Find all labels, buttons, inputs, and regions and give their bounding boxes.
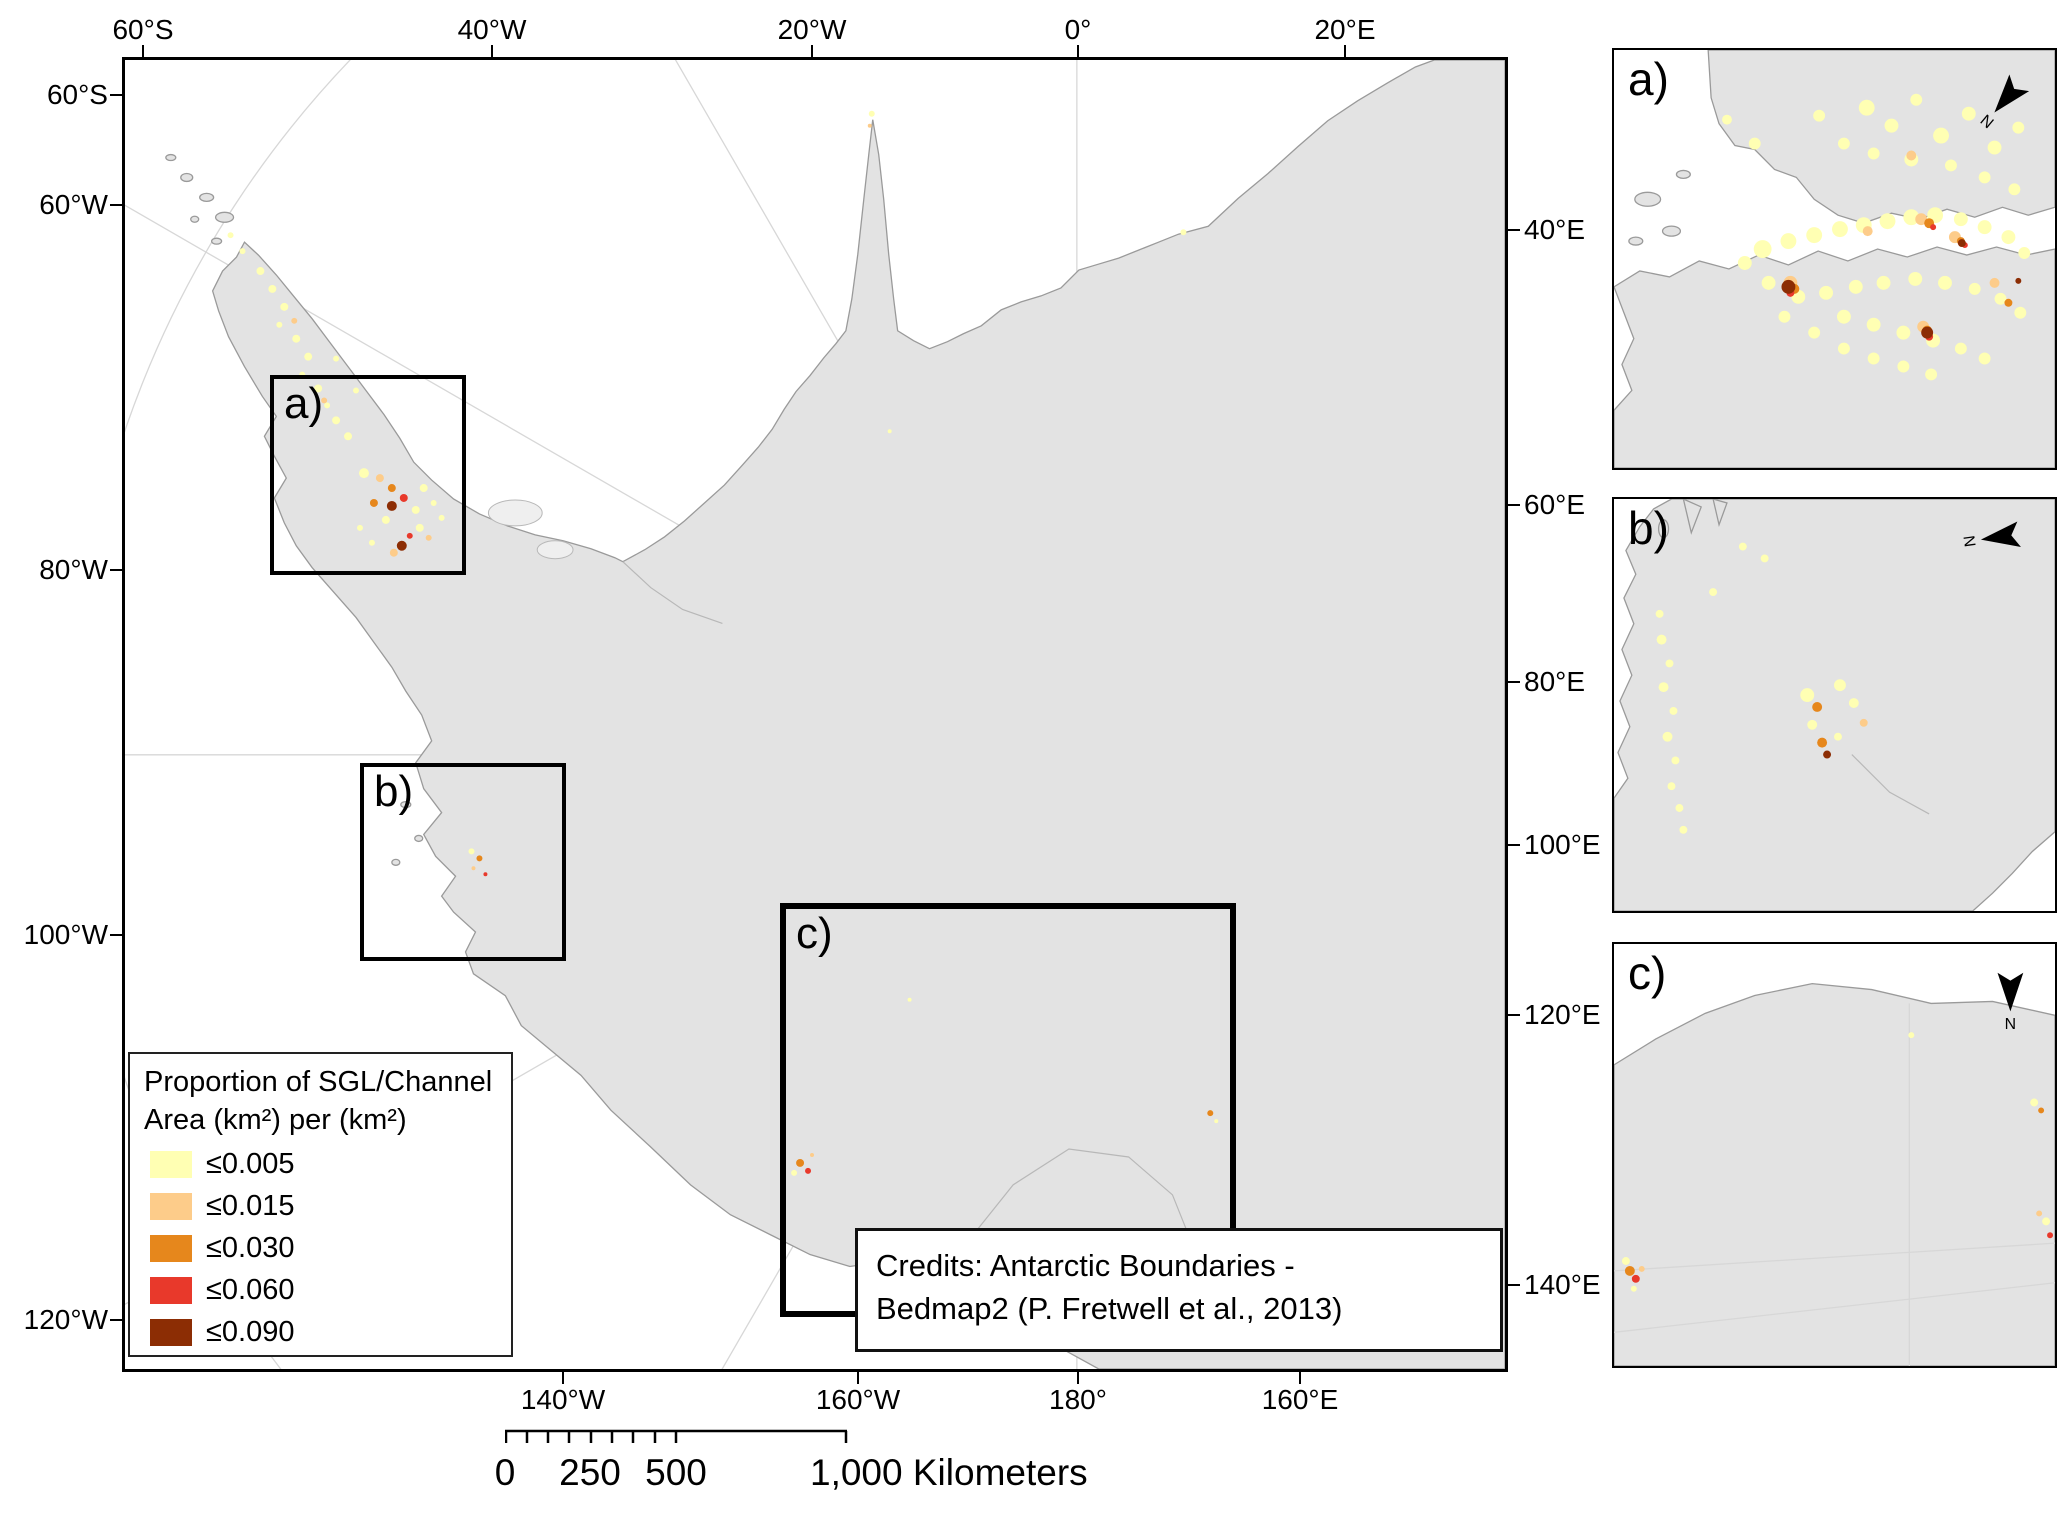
scale-bar — [505, 1429, 848, 1443]
north-arrow-icon: N — [1997, 972, 2024, 1033]
inset-b-graphic: N — [1614, 499, 2055, 911]
axis-tick-label: 140°E — [1524, 1269, 1601, 1300]
legend-item-label: ≤0.090 — [206, 1316, 295, 1349]
axis-tick-label: 120°E — [1524, 999, 1601, 1030]
axis-tick-mark — [1508, 681, 1520, 683]
legend-title-line1: Proportion of SGL/Channel — [144, 1066, 493, 1098]
locator-box-b-label: b) — [374, 767, 414, 816]
axis-tick-label: 160°W — [815, 1384, 901, 1415]
locator-box-b: b) — [360, 763, 566, 961]
axis-tick-mark — [1508, 504, 1520, 506]
legend-item: ≤0.030 — [144, 1232, 497, 1265]
scale-label-0: 0 — [494, 1452, 516, 1493]
axis-tick-mark — [1077, 1372, 1079, 1384]
axis-tick-label: 40°W — [457, 14, 527, 45]
inset-a-graphic: N — [1614, 50, 2055, 468]
axis-tick-label: 180° — [1049, 1384, 1107, 1415]
scale-label-500: 500 — [645, 1452, 707, 1493]
axis-tick-mark — [811, 45, 813, 57]
legend-swatch — [150, 1151, 192, 1179]
locator-box-a-label: a) — [284, 379, 324, 428]
inset-c-graphic: N — [1614, 972, 2055, 1366]
axis-tick-mark — [110, 1319, 122, 1321]
legend: Proportion of SGL/Channel Area (km²) per… — [128, 1052, 513, 1357]
legend-item: ≤0.005 — [144, 1148, 497, 1181]
graticule-layer — [1614, 1003, 2055, 1366]
north-arrow-icon: N — [1961, 521, 2021, 548]
credits-line2: Bedmap2 (P. Fretwell et al., 2013) — [876, 1291, 1343, 1327]
axis-tick-mark — [1508, 1014, 1520, 1016]
heat-spots-layer — [1722, 93, 2031, 381]
axis-tick-label: 100°W — [23, 919, 108, 950]
axis-tick-label: 80°W — [39, 554, 108, 585]
legend-swatch — [150, 1193, 192, 1221]
legend-item-label: ≤0.005 — [206, 1148, 295, 1181]
legend-item: ≤0.015 — [144, 1190, 497, 1223]
axis-tick-label: 100°E — [1524, 829, 1601, 860]
axis-tick-mark — [1344, 45, 1346, 57]
axis-tick-mark — [1508, 844, 1520, 846]
heat-spots-layer — [227, 110, 1219, 1176]
axis-tick-mark — [562, 1372, 564, 1384]
svg-text:N: N — [1961, 534, 1979, 548]
svg-text:N: N — [2005, 1016, 2016, 1033]
axis-tick-label: 0° — [1064, 14, 1092, 45]
axis-tick-mark — [1508, 1284, 1520, 1286]
axis-tick-label: 60°E — [1524, 489, 1586, 520]
axis-tick-mark — [1508, 229, 1520, 231]
axis-tick-label: 160°E — [1261, 1384, 1339, 1415]
axis-tick-mark — [110, 934, 122, 936]
inset-panel-c: c) N — [1612, 942, 2057, 1368]
credits-line1: Credits: Antarctic Boundaries - — [876, 1248, 1295, 1283]
axis-tick-mark — [491, 45, 493, 57]
axis-tick-mark — [1077, 45, 1079, 57]
scale-label-250: 250 — [559, 1452, 621, 1493]
legend-swatch — [150, 1235, 192, 1263]
axis-tick-label: 60°S — [112, 14, 174, 45]
legend-swatch — [150, 1319, 192, 1347]
inset-panel-b: b) N — [1612, 497, 2057, 913]
inset-panel-a: a) — [1612, 48, 2057, 470]
axis-tick-label: 120°W — [23, 1304, 108, 1335]
legend-item: ≤0.060 — [144, 1274, 497, 1307]
axis-tick-label: 80°E — [1524, 666, 1586, 697]
axis-tick-label: 60°S — [46, 79, 108, 110]
axis-tick-label: 140°W — [520, 1384, 606, 1415]
inset-panel-b-label: b) — [1628, 502, 1669, 554]
legend-item-label: ≤0.060 — [206, 1274, 295, 1307]
locator-box-c-label: c) — [796, 909, 833, 958]
locator-box-a: a) — [270, 375, 466, 575]
legend-item: ≤0.090 — [144, 1316, 497, 1349]
legend-item-label: ≤0.015 — [206, 1190, 295, 1223]
heat-spots-layer — [1621, 1032, 2054, 1292]
scale-label-1000km: 1,000 Kilometers — [810, 1452, 1088, 1493]
axis-tick-mark — [110, 204, 122, 206]
axis-tick-mark — [1299, 1372, 1301, 1384]
axis-tick-label: 20°E — [1314, 14, 1376, 45]
axis-tick-label: 60°W — [39, 189, 108, 220]
credits-box: Credits: Antarctic Boundaries - Bedmap2 … — [855, 1228, 1503, 1352]
axis-tick-mark — [110, 569, 122, 571]
inset-panel-a-label: a) — [1628, 53, 1669, 105]
axis-tick-mark — [110, 94, 122, 96]
axis-tick-label: 40°E — [1524, 214, 1586, 245]
legend-swatch — [150, 1277, 192, 1305]
legend-item-label: ≤0.030 — [206, 1232, 295, 1265]
legend-title-line2: Area (km²) per (km²) — [144, 1103, 407, 1136]
inset-panel-c-label: c) — [1628, 947, 1667, 999]
axis-tick-mark — [142, 45, 144, 57]
axis-tick-label: 20°W — [777, 14, 847, 45]
antarctica-landmass — [165, 60, 1505, 1369]
heat-spots-layer — [1655, 542, 1868, 834]
axis-tick-mark — [857, 1372, 859, 1384]
